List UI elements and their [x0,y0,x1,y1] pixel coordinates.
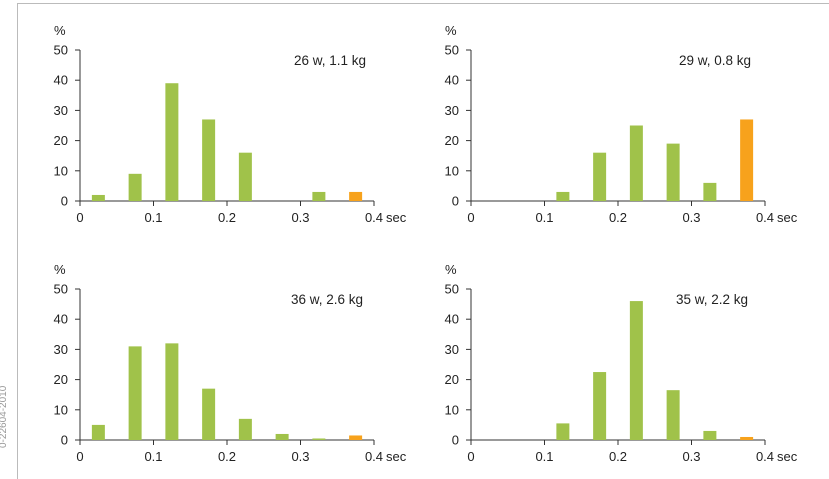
x-tick-label: 0 [467,449,474,464]
y-tick-label: 50 [54,43,68,58]
chart-panel-1: 0 10 20 30 40 50 0 0.1 0.2 0.3 0.4% sec 26 w, 1.1 kg [54,23,407,225]
bar [238,418,252,440]
bar [666,143,680,201]
y-tick-label: 40 [445,312,459,327]
bar [165,343,179,440]
bar [275,433,289,440]
y-tick-label: 20 [54,133,68,148]
x-tick-label: 0.2 [609,210,627,225]
y-axis-label: % [445,262,457,277]
bar [312,438,326,440]
x-tick-label: 0 [467,210,474,225]
x-tick-label: 0.1 [144,210,162,225]
bar [593,152,607,201]
x-tick-label: 0.2 [218,210,236,225]
y-tick-label: 0 [452,433,459,448]
x-tick-label: 0.4 [365,210,383,225]
x-tick-label: 0.3 [682,210,700,225]
bar [593,372,607,440]
bar [349,191,363,201]
x-tick-label: 0.3 [291,449,309,464]
y-tick-label: 10 [54,402,68,417]
x-tick-label: 0.1 [144,449,162,464]
bar [629,125,643,201]
chart-title: 26 w, 1.1 kg [294,53,366,68]
y-tick-label: 0 [452,194,459,209]
y-tick-label: 0 [61,194,68,209]
x-tick-label: 0.1 [535,210,553,225]
bar [740,119,754,201]
y-axis-label: % [445,23,457,38]
chart-panel-4: 0 10 20 30 40 50 0 0.1 0.2 0.3 0.4% sec 35 w, 2.2 kg [445,262,798,464]
x-tick-label: 0.4 [756,210,774,225]
y-tick-label: 20 [445,133,459,148]
x-tick-label: 0.1 [535,449,553,464]
x-tick-label: 0 [76,449,83,464]
x-tick-label: 0 [76,210,83,225]
bar [349,435,363,440]
y-tick-label: 30 [54,103,68,118]
y-tick-label: 10 [445,402,459,417]
x-axis-label: sec [386,449,407,464]
y-tick-label: 20 [54,372,68,387]
y-tick-label: 30 [54,342,68,357]
bar [740,436,754,440]
bar [165,83,179,201]
chart-title: 36 w, 2.6 kg [291,292,363,307]
y-tick-label: 30 [445,103,459,118]
x-tick-label: 0.4 [756,449,774,464]
chart-panels: 0 10 20 30 40 50 0 0.1 0.2 0.3 0.4% sec 26 w, 1.1 kg… [54,23,798,464]
y-tick-label: 40 [54,312,68,327]
y-tick-label: 50 [445,43,459,58]
bar [666,390,680,440]
y-tick-label: 0 [61,433,68,448]
y-tick-label: 50 [445,282,459,297]
bar [128,346,142,440]
bar [202,388,216,440]
bar [629,301,643,440]
bar [202,119,216,201]
x-axis-label: sec [386,210,407,225]
bar [238,152,252,201]
y-tick-label: 10 [54,163,68,178]
x-axis-label: sec [777,210,798,225]
x-tick-label: 0.3 [291,210,309,225]
bar [703,182,717,201]
bar [91,424,105,440]
y-tick-label: 40 [54,73,68,88]
chart-title: 35 w, 2.2 kg [676,292,748,307]
y-tick-label: 50 [54,282,68,297]
chart-panel-2: 0 10 20 30 40 50 0 0.1 0.2 0.3 0.4% sec 29 w, 0.8 kg [445,23,798,225]
y-axis-label: % [54,262,66,277]
x-tick-label: 0.3 [682,449,700,464]
x-tick-label: 0.4 [365,449,383,464]
bar [556,423,570,440]
y-tick-label: 30 [445,342,459,357]
x-tick-label: 0.2 [218,449,236,464]
y-tick-label: 10 [445,163,459,178]
chart-panel-3: 0 10 20 30 40 50 0 0.1 0.2 0.3 0.4% sec 36 w, 2.6 kg [54,262,407,464]
y-tick-label: 20 [445,372,459,387]
x-axis-label: sec [777,449,798,464]
chart-title: 29 w, 0.8 kg [679,53,751,68]
bar [703,430,717,440]
bar [556,191,570,201]
bar [128,173,142,201]
bar [312,191,326,201]
y-axis-label: % [54,23,66,38]
bar [91,194,105,201]
y-tick-label: 40 [445,73,459,88]
x-tick-label: 0.2 [609,449,627,464]
